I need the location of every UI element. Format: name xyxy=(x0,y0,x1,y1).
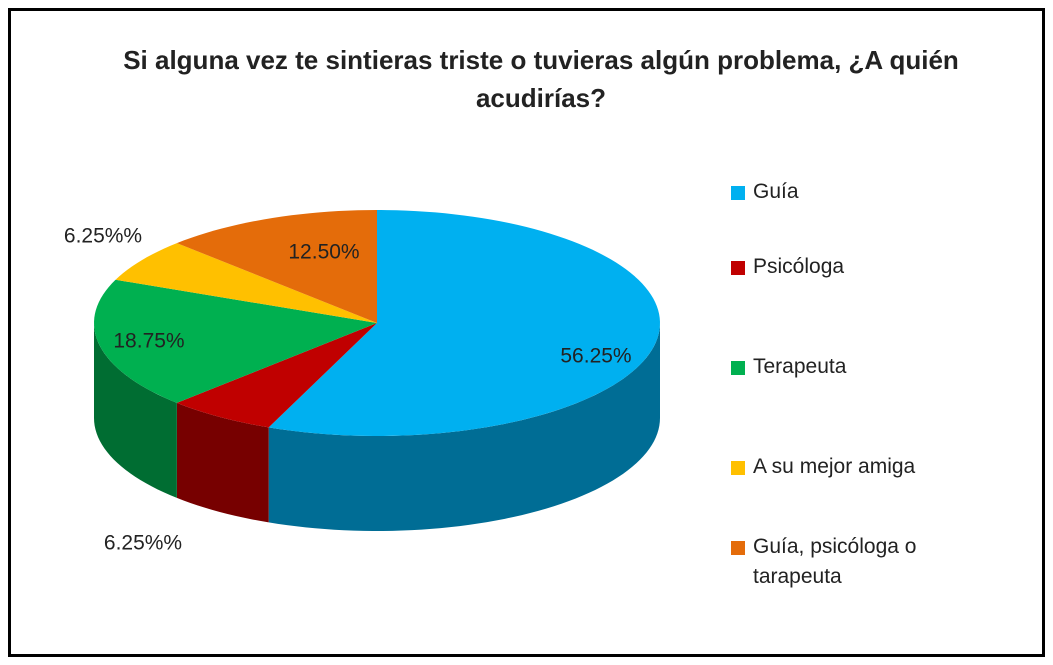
legend-swatch xyxy=(731,261,745,275)
pie-area: 56.25% 6.25%% 18.75% 6.25%% 12.50% xyxy=(64,210,660,555)
legend-item: Terapeuta xyxy=(731,352,1003,382)
data-label: 6.25%% xyxy=(104,532,182,555)
chart: Si alguna vez te sintieras triste o tuvi… xyxy=(8,8,1045,657)
legend-label: Guía, psicóloga o tarapeuta xyxy=(753,535,917,588)
pie-slice xyxy=(176,210,377,323)
data-label: 56.25% xyxy=(560,345,631,368)
data-label: 18.75% xyxy=(113,330,184,353)
legend-item: Guía xyxy=(731,177,1003,207)
pie-side xyxy=(176,402,269,523)
pie-slice xyxy=(115,243,378,323)
legend-label: A su mejor amiga xyxy=(753,455,916,478)
legend-swatch xyxy=(731,361,745,375)
legend-item: Psicóloga xyxy=(731,252,1003,282)
legend-item: Guía, psicóloga o tarapeuta xyxy=(731,532,1003,592)
pie-side xyxy=(94,323,177,498)
pie-slice xyxy=(94,279,378,403)
legend-label: Psicóloga xyxy=(753,255,845,278)
data-label: 6.25%% xyxy=(64,225,142,248)
legend-label: Guía xyxy=(753,180,799,203)
legend-item: A su mejor amiga xyxy=(731,452,1003,482)
pie-side xyxy=(268,323,660,531)
chart-title: Si alguna vez te sintieras triste o tuvi… xyxy=(123,45,959,113)
legend-swatch xyxy=(731,541,745,555)
legend-swatch xyxy=(731,461,745,475)
data-label: 12.50% xyxy=(288,241,359,264)
legend-swatch xyxy=(731,186,745,200)
pie-slice xyxy=(268,210,660,436)
pie-slice xyxy=(176,323,377,428)
legend-label: Terapeuta xyxy=(753,355,847,378)
